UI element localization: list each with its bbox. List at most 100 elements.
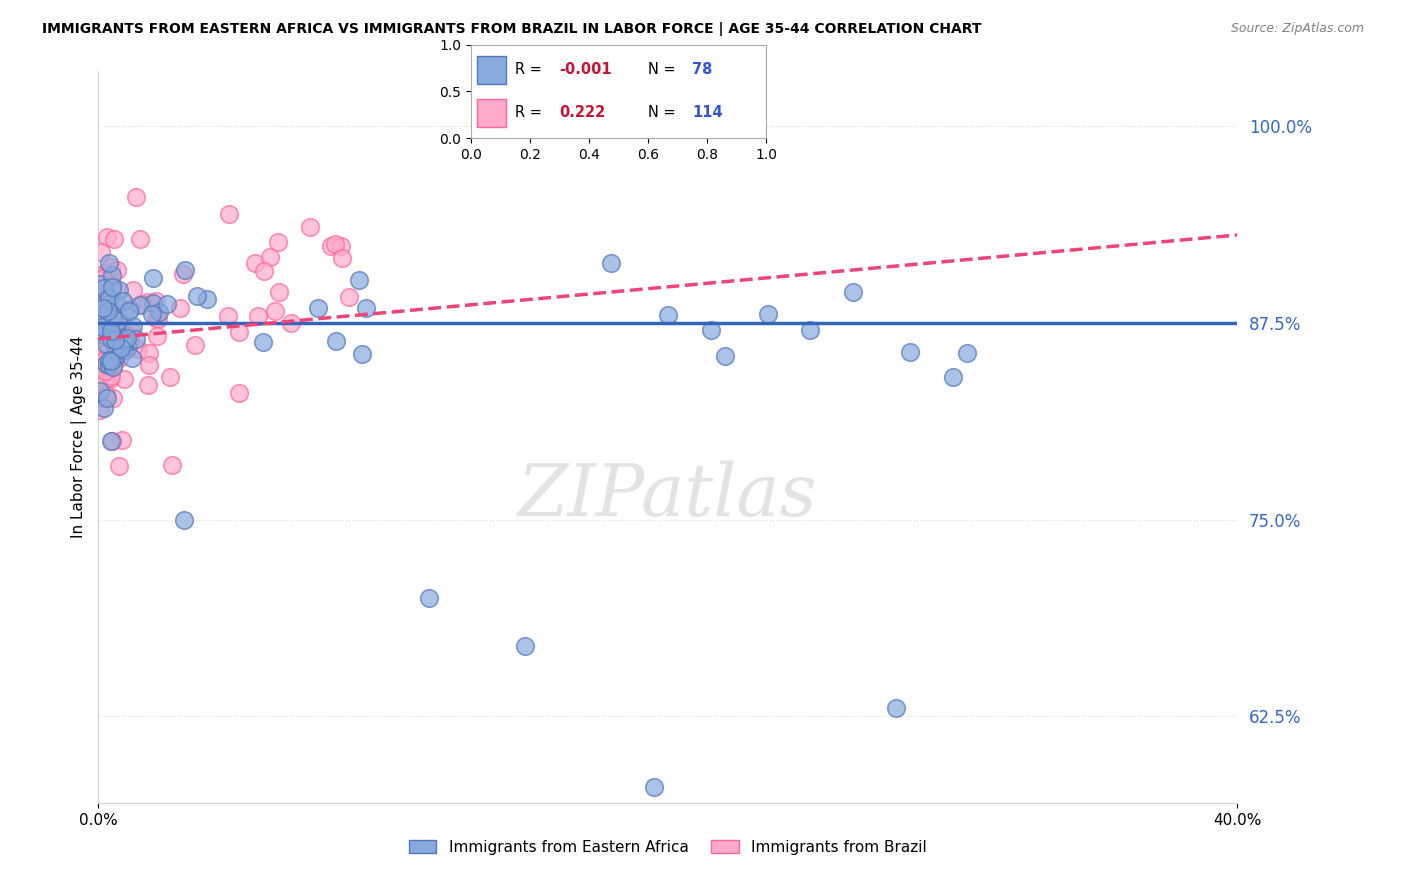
Point bbox=[112, 343, 135, 357]
Point bbox=[129, 232, 152, 246]
Point bbox=[89, 330, 111, 344]
Point bbox=[319, 239, 342, 253]
Point bbox=[148, 305, 170, 319]
Point bbox=[247, 309, 270, 323]
Point bbox=[107, 320, 129, 334]
Point bbox=[97, 359, 120, 374]
Point bbox=[657, 309, 679, 323]
Point bbox=[218, 207, 240, 221]
Point bbox=[100, 354, 122, 368]
Point bbox=[111, 433, 134, 447]
Point bbox=[103, 359, 125, 374]
Point bbox=[197, 292, 219, 306]
Point bbox=[93, 373, 115, 387]
Point bbox=[515, 639, 537, 653]
Point bbox=[101, 304, 124, 318]
Point bbox=[91, 392, 114, 406]
Point bbox=[101, 434, 124, 448]
Point bbox=[884, 701, 907, 715]
Point bbox=[117, 331, 139, 345]
Point bbox=[643, 780, 665, 794]
Point bbox=[253, 264, 276, 278]
Point bbox=[756, 307, 779, 321]
Point bbox=[136, 377, 159, 392]
Point bbox=[104, 339, 127, 353]
Point bbox=[323, 236, 346, 251]
Point bbox=[90, 288, 112, 302]
Point bbox=[136, 295, 159, 310]
Point bbox=[93, 327, 115, 342]
Point bbox=[104, 298, 127, 312]
Point bbox=[122, 319, 145, 334]
Point bbox=[942, 370, 965, 384]
Point bbox=[169, 301, 191, 315]
Point bbox=[103, 232, 125, 246]
Point bbox=[108, 351, 131, 366]
Point bbox=[97, 321, 120, 335]
Text: 78: 78 bbox=[693, 62, 713, 78]
Point bbox=[186, 289, 208, 303]
Point bbox=[352, 347, 374, 361]
Point bbox=[98, 358, 121, 372]
Point bbox=[96, 301, 118, 316]
Point bbox=[100, 324, 122, 338]
Point bbox=[418, 591, 440, 606]
Point bbox=[103, 392, 125, 406]
Point bbox=[115, 328, 138, 343]
Point bbox=[124, 332, 146, 346]
Point bbox=[89, 318, 111, 332]
Point bbox=[105, 296, 128, 310]
Point bbox=[101, 268, 124, 282]
Point bbox=[103, 307, 125, 321]
Point bbox=[90, 338, 112, 352]
Point bbox=[93, 344, 115, 359]
Point bbox=[699, 323, 721, 337]
Point bbox=[94, 316, 117, 330]
Point bbox=[118, 304, 141, 318]
Point bbox=[89, 272, 111, 286]
Point bbox=[89, 329, 111, 343]
Point bbox=[117, 340, 139, 354]
Point bbox=[100, 361, 122, 376]
Point bbox=[110, 334, 132, 349]
Point bbox=[98, 317, 121, 331]
Point bbox=[156, 297, 179, 311]
Point bbox=[103, 332, 125, 346]
Point bbox=[93, 343, 115, 357]
Point bbox=[184, 338, 207, 352]
Point bbox=[90, 335, 112, 350]
Point bbox=[98, 256, 121, 270]
Point bbox=[330, 251, 353, 265]
Text: 114: 114 bbox=[693, 105, 723, 120]
Point bbox=[100, 328, 122, 343]
Point bbox=[91, 271, 114, 285]
Point bbox=[111, 294, 134, 309]
Point bbox=[269, 285, 291, 299]
Point bbox=[142, 271, 165, 285]
Point bbox=[172, 267, 194, 281]
Text: IMMIGRANTS FROM EASTERN AFRICA VS IMMIGRANTS FROM BRAZIL IN LABOR FORCE | AGE 35: IMMIGRANTS FROM EASTERN AFRICA VS IMMIGR… bbox=[42, 22, 981, 37]
Point bbox=[173, 513, 195, 527]
Point bbox=[91, 273, 114, 287]
Point bbox=[105, 324, 128, 338]
Point bbox=[94, 293, 117, 307]
Point bbox=[96, 229, 118, 244]
Point bbox=[98, 372, 121, 386]
Point bbox=[89, 338, 111, 352]
Point bbox=[96, 351, 118, 365]
Point bbox=[138, 346, 160, 360]
Point bbox=[96, 388, 118, 402]
Text: -0.001: -0.001 bbox=[560, 62, 612, 78]
Point bbox=[100, 369, 122, 384]
Point bbox=[354, 301, 377, 315]
Point bbox=[100, 260, 122, 274]
Text: R =: R = bbox=[516, 62, 543, 78]
Point bbox=[96, 392, 118, 406]
Point bbox=[100, 332, 122, 346]
Point bbox=[97, 353, 120, 368]
Point bbox=[94, 351, 117, 366]
Point bbox=[90, 333, 112, 347]
Point bbox=[107, 459, 129, 474]
Point bbox=[94, 357, 117, 371]
Point bbox=[127, 342, 149, 356]
